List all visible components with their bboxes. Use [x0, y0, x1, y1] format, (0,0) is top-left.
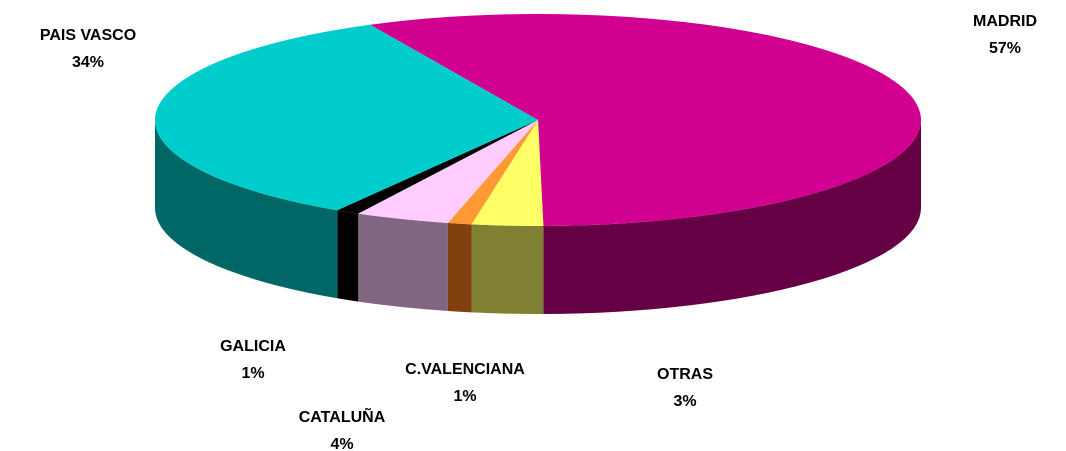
slice-side: [447, 223, 472, 313]
slice: [337, 120, 538, 214]
slice-label: MADRID: [973, 13, 1037, 30]
slice: [370, 14, 921, 226]
slice-label: C.VALENCIANA: [405, 361, 525, 378]
slice: [358, 120, 538, 224]
slice-label: PAIS VASCO: [40, 27, 136, 44]
slice-value-label: 34%: [72, 54, 104, 71]
slice-side: [358, 213, 448, 312]
slice-label: CATALUÑA: [299, 406, 386, 426]
slice: [447, 120, 538, 225]
slice-value-label: 4%: [330, 436, 353, 451]
slice-label: OTRAS: [657, 366, 713, 383]
slice-side: [155, 120, 338, 299]
slice-side: [471, 224, 544, 314]
slice-side: [543, 120, 921, 314]
slice-value-label: 1%: [241, 365, 264, 382]
slice: [471, 120, 544, 226]
slice-value-label: 3%: [673, 393, 696, 410]
slice-value-label: 1%: [453, 388, 476, 405]
slice: [154, 24, 539, 211]
slice-side: [337, 210, 359, 302]
slice-value-label: 57%: [989, 40, 1021, 57]
slice-label: GALICIA: [220, 338, 286, 355]
